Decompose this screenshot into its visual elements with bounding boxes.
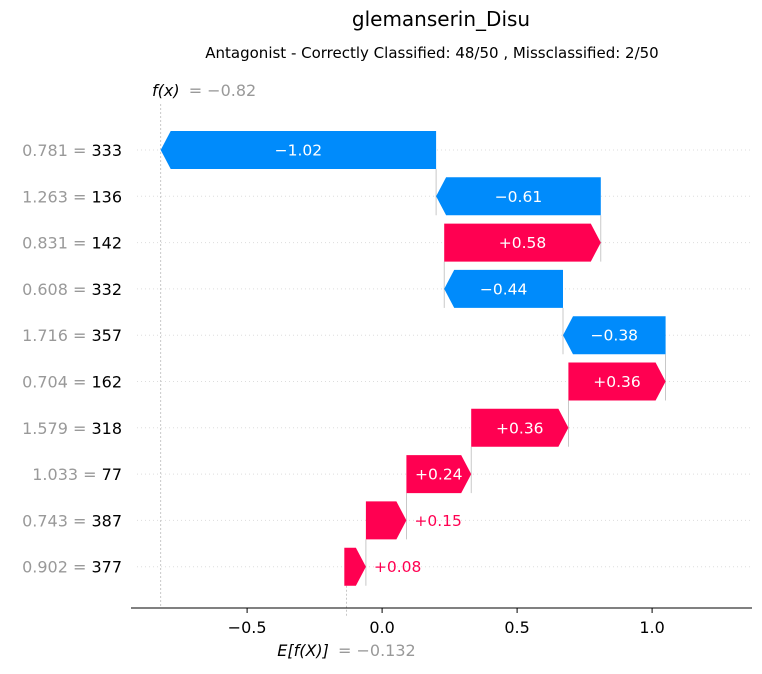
feature-label-357: 1.716 = 357 bbox=[22, 326, 122, 345]
bar-label-77: +0.24 bbox=[415, 466, 463, 484]
bar-357 bbox=[563, 316, 666, 355]
bar-318 bbox=[471, 408, 569, 447]
bar-136 bbox=[436, 177, 601, 216]
feature-label-377: 0.902 = 377 bbox=[22, 558, 122, 577]
feature-label-136: 1.263 = 136 bbox=[22, 187, 122, 206]
feature-label-332: 0.608 = 332 bbox=[22, 280, 122, 299]
feature-label-77: 1.033 = 77 bbox=[32, 465, 122, 484]
bar-label-332: −0.44 bbox=[480, 280, 528, 298]
svg-text:E[f(X)] = −0.132: E[f(X)] = −0.132 bbox=[277, 641, 415, 660]
base-annotation: E[f(X)] = −0.132 bbox=[277, 641, 415, 660]
fx-label: f(x) bbox=[152, 81, 180, 100]
x-tick-label: −0.5 bbox=[228, 618, 267, 637]
feature-label-162: 0.704 = 162 bbox=[22, 373, 122, 392]
x-axis-ticks: −0.5 0.0 0.5 1.0 bbox=[228, 608, 665, 637]
feature-labels: 0.781 = 333 1.263 = 136 0.831 = 142 0.608 =… bbox=[22, 141, 122, 577]
guide-lines bbox=[160, 104, 666, 616]
feature-label-142: 0.831 = 142 bbox=[22, 234, 122, 253]
x-tick-label: 0.5 bbox=[504, 618, 529, 637]
svg-text:f(x) = −0.82: f(x) = −0.82 bbox=[152, 81, 256, 100]
bar-333 bbox=[160, 131, 437, 169]
bar-label-318: +0.36 bbox=[496, 419, 544, 437]
bar-387 bbox=[365, 501, 407, 540]
bar-label-377: +0.08 bbox=[374, 558, 422, 576]
bar-332 bbox=[444, 269, 563, 308]
bar-142 bbox=[444, 223, 601, 262]
feature-label-318: 1.579 = 318 bbox=[22, 419, 122, 438]
x-tick-label: 1.0 bbox=[639, 618, 664, 637]
bar-77 bbox=[406, 455, 472, 494]
fx-value-text: = −0.82 bbox=[189, 81, 257, 100]
bar-377 bbox=[344, 547, 366, 586]
x-tick-label: 0.0 bbox=[369, 618, 394, 637]
feature-label-333: 0.781 = 333 bbox=[22, 141, 122, 160]
bar-label-162: +0.36 bbox=[593, 373, 641, 391]
bar-label-333: −1.02 bbox=[275, 142, 323, 160]
bar-label-142: +0.58 bbox=[499, 234, 547, 252]
feature-label-387: 0.743 = 387 bbox=[22, 511, 122, 530]
row-gridlines bbox=[137, 149, 752, 568]
base-value-text: = −0.132 bbox=[338, 641, 416, 660]
bar-162 bbox=[568, 362, 666, 401]
bar-label-387: +0.15 bbox=[414, 512, 462, 530]
bars-layer: −1.02 −0.61 +0.58 −0.44 −0.38 +0.36 +0.36 +0.24… bbox=[160, 131, 666, 586]
base-label: E[f(X)] bbox=[277, 641, 329, 660]
bar-label-357: −0.38 bbox=[591, 327, 639, 345]
fx-annotation: f(x) = −0.82 bbox=[152, 81, 256, 100]
chart-title: glemanserin_Disu bbox=[352, 7, 530, 31]
chart-subtitle: Antagonist - Correctly Classified: 48/50… bbox=[205, 44, 658, 62]
bar-label-136: −0.61 bbox=[495, 188, 543, 206]
